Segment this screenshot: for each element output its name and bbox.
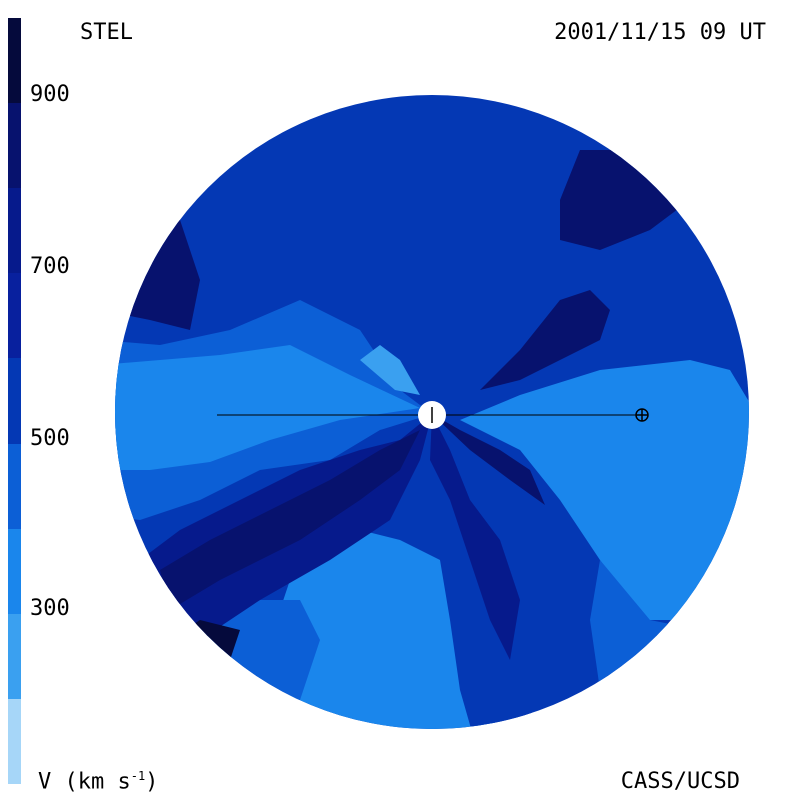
- colorbar-band: [8, 443, 21, 529]
- colorbar-band: [8, 103, 21, 189]
- colorbar-band: [8, 18, 21, 104]
- unit-exponent: -1: [130, 768, 146, 783]
- velocity-colorbar: [8, 18, 21, 784]
- unit-prefix: V (km s: [38, 769, 131, 794]
- colorbar-tick-900: 900: [30, 82, 70, 107]
- observatory-label: STEL: [80, 20, 133, 45]
- unit-suffix: ): [145, 769, 159, 794]
- colorbar-band: [8, 528, 21, 614]
- timestamp-label: 2001/11/15 09 UT: [554, 20, 766, 45]
- unit-label: V (km s-1): [38, 769, 158, 794]
- credit-label: CASS/UCSD: [620, 769, 740, 794]
- colorbar-band: [8, 698, 21, 784]
- colorbar-band: [8, 273, 21, 359]
- colorbar-band: [8, 188, 21, 274]
- colorbar-tick-500: 500: [30, 426, 70, 451]
- colorbar-band: [8, 613, 21, 699]
- velocity-contours: [115, 95, 749, 729]
- colorbar-tick-300: 300: [30, 596, 70, 621]
- colorbar-band: [8, 358, 21, 444]
- colorbar-tick-700: 700: [30, 254, 70, 279]
